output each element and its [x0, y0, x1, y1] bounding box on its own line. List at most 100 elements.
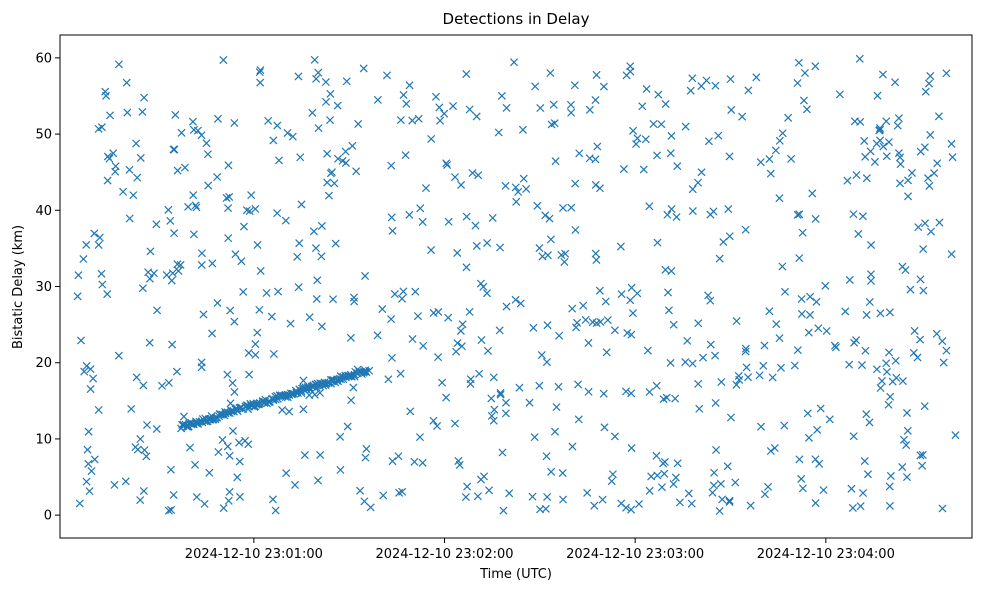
data-point: [802, 105, 811, 114]
data-point: [222, 193, 231, 202]
data-point: [726, 413, 735, 422]
data-point: [347, 396, 356, 405]
data-point: [702, 76, 711, 85]
data-point: [546, 68, 555, 78]
data-point: [558, 203, 568, 213]
data-point: [472, 112, 481, 121]
data-point: [429, 416, 438, 425]
data-point: [485, 486, 494, 495]
data-point: [919, 286, 928, 295]
data-point: [542, 452, 551, 461]
data-point: [410, 457, 419, 466]
data-point: [574, 380, 583, 389]
data-point: [326, 169, 335, 178]
data-point: [429, 308, 438, 317]
data-point: [487, 394, 496, 403]
data-point: [235, 457, 244, 466]
data-point: [706, 210, 715, 219]
data-point: [808, 189, 817, 198]
data-point: [223, 442, 232, 451]
data-point: [378, 305, 387, 314]
data-point: [800, 68, 809, 77]
data-point: [694, 379, 703, 388]
data-point: [895, 179, 905, 188]
data-point: [488, 213, 497, 222]
data-point: [627, 444, 636, 453]
data-point: [308, 108, 317, 117]
data-point: [166, 465, 175, 474]
data-point: [599, 389, 608, 398]
data-point: [453, 339, 462, 348]
data-point: [570, 81, 579, 90]
x-tick-label: 2024-12-10 23:04:00: [757, 547, 895, 562]
data-point: [741, 225, 750, 234]
data-point: [273, 209, 282, 218]
data-point: [787, 154, 796, 163]
data-point: [893, 121, 902, 130]
data-point: [932, 329, 941, 338]
data-point: [114, 60, 123, 69]
data-point: [185, 443, 195, 452]
data-point: [483, 346, 493, 355]
data-point: [125, 214, 134, 223]
data-point: [127, 404, 136, 413]
data-point: [812, 297, 821, 306]
data-point: [458, 320, 467, 329]
data-point: [199, 310, 208, 319]
data-point: [226, 399, 235, 408]
data-point: [766, 169, 775, 178]
data-point: [450, 419, 460, 428]
data-point: [418, 458, 427, 467]
data-point: [477, 336, 486, 345]
data-point: [191, 201, 200, 210]
data-point: [746, 501, 755, 510]
data-point: [725, 496, 734, 505]
data-point: [75, 499, 84, 508]
data-point: [501, 409, 510, 418]
data-point: [590, 501, 599, 510]
data-point: [179, 412, 188, 421]
data-point: [793, 210, 802, 219]
data-point: [502, 103, 511, 112]
data-point: [173, 166, 182, 175]
data-point: [642, 84, 651, 94]
data-point: [935, 218, 944, 227]
data-point: [885, 308, 894, 317]
data-point: [876, 136, 885, 145]
data-point: [778, 262, 787, 271]
data-point: [516, 299, 525, 308]
data-point: [281, 216, 290, 225]
data-point: [268, 495, 277, 504]
data-point: [607, 477, 616, 486]
data-point: [891, 356, 900, 365]
data-point: [299, 405, 308, 414]
data-point: [349, 383, 358, 392]
data-point: [557, 250, 566, 259]
data-point: [623, 329, 632, 338]
data-point: [697, 168, 706, 177]
data-point: [919, 245, 928, 254]
data-point: [224, 204, 233, 213]
data-point: [109, 149, 118, 158]
data-point: [661, 100, 670, 109]
data-point: [547, 467, 556, 476]
data-point: [716, 479, 725, 488]
data-point: [629, 126, 638, 135]
data-point: [584, 338, 593, 347]
data-point: [627, 389, 636, 398]
data-point: [572, 323, 581, 332]
data-point: [529, 323, 538, 332]
data-point: [652, 451, 661, 460]
data-point: [938, 337, 947, 346]
data-point: [396, 116, 405, 125]
data-point: [712, 445, 721, 455]
data-point: [245, 370, 254, 379]
data-point: [321, 77, 330, 87]
data-point: [797, 294, 806, 303]
data-point: [273, 121, 282, 130]
data-point: [568, 442, 577, 451]
data-point: [784, 113, 793, 122]
data-point: [811, 499, 820, 508]
data-point: [865, 418, 874, 427]
data-point: [499, 506, 508, 515]
